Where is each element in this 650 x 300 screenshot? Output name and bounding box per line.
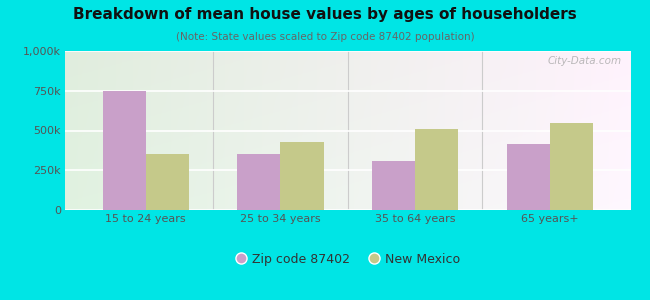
- Bar: [550, 123, 593, 210]
- Legend: Zip code 87402, New Mexico: Zip code 87402, New Mexico: [231, 248, 465, 271]
- Bar: [103, 91, 146, 210]
- Bar: [146, 154, 189, 210]
- Text: City-Data.com: City-Data.com: [548, 56, 622, 66]
- Text: (Note: State values scaled to Zip code 87402 population): (Note: State values scaled to Zip code 8…: [176, 32, 474, 41]
- Bar: [372, 161, 415, 210]
- Bar: [415, 129, 458, 210]
- Bar: [280, 142, 324, 210]
- Bar: [506, 144, 550, 210]
- Bar: [237, 154, 280, 210]
- Text: Breakdown of mean house values by ages of householders: Breakdown of mean house values by ages o…: [73, 8, 577, 22]
